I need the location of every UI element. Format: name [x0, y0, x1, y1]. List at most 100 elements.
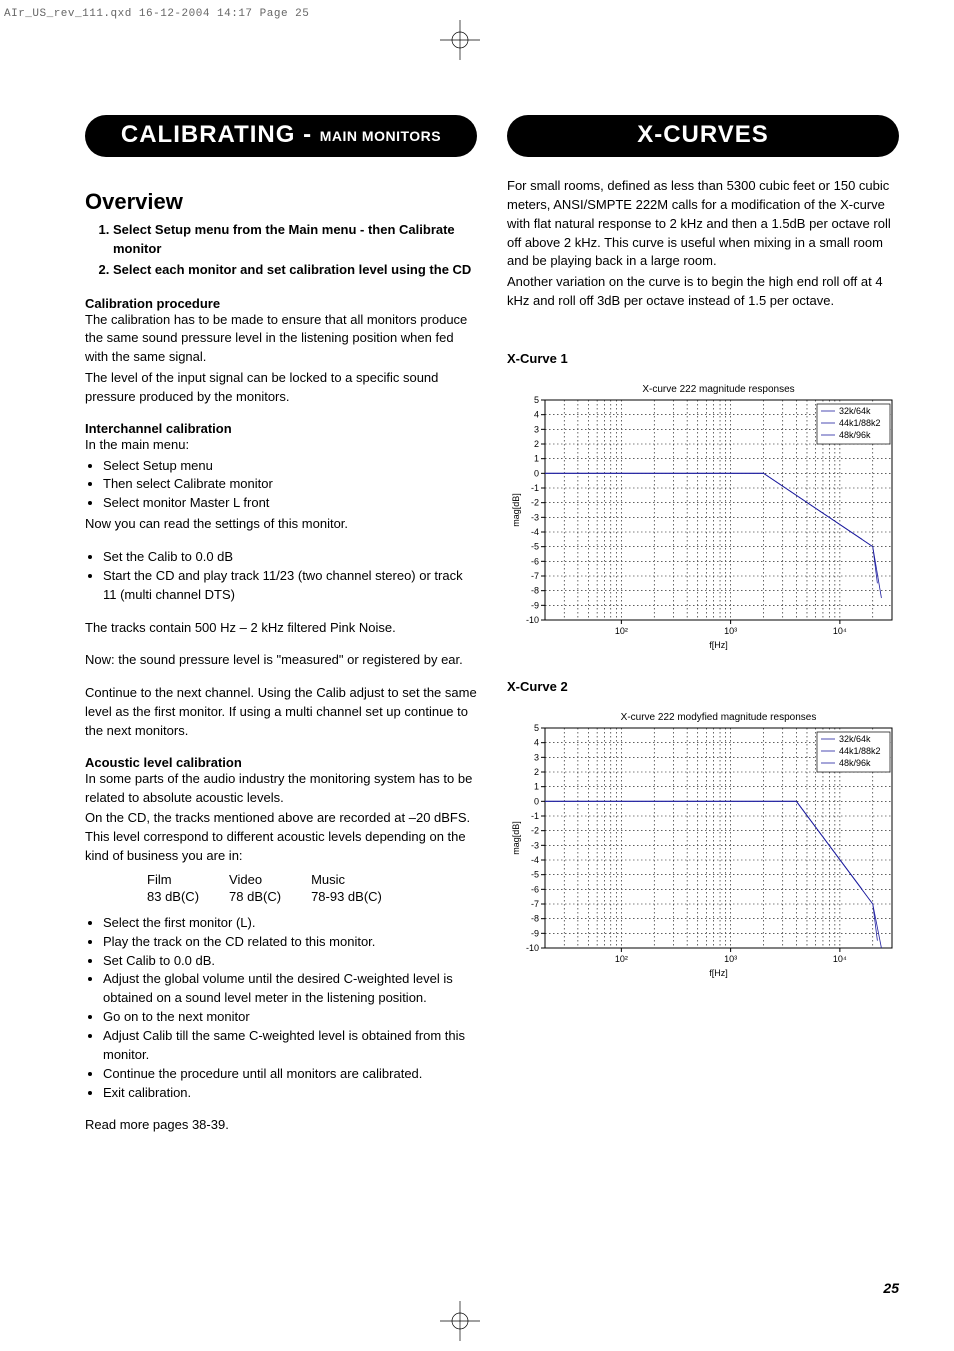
left-column: CALIBRATING - MAIN MONITORS Overview Sel…	[85, 115, 477, 1137]
body-text: Now: the sound pressure level is "measur…	[85, 651, 477, 670]
body-text: The level of the input signal can be loc…	[85, 369, 477, 407]
body-text: In some parts of the audio industry the …	[85, 770, 477, 808]
table-cell: Film	[147, 872, 227, 887]
acoustic-list: Select the first monitor (L). Play the t…	[85, 914, 477, 1102]
svg-text:-6: -6	[531, 884, 539, 894]
list-item: Exit calibration.	[103, 1084, 477, 1103]
svg-text:3: 3	[534, 752, 539, 762]
svg-text:48k/96k: 48k/96k	[839, 430, 871, 440]
table-row: Film Video Music	[147, 872, 410, 887]
list-item: Go on to the next monitor	[103, 1008, 477, 1027]
svg-text:-2: -2	[531, 826, 539, 836]
svg-text:5: 5	[534, 723, 539, 733]
svg-text:10³: 10³	[724, 626, 737, 636]
svg-text:-10: -10	[526, 943, 539, 953]
body-text: For small rooms, defined as less than 53…	[507, 177, 899, 271]
svg-text:-2: -2	[531, 498, 539, 508]
acoustic-head: Acoustic level calibration	[85, 755, 477, 770]
list-item: Adjust Calib till the same C-weighted le…	[103, 1027, 477, 1065]
pill-sub-text: MAIN MONITORS	[320, 128, 441, 144]
svg-text:-8: -8	[531, 586, 539, 596]
body-text: The tracks contain 500 Hz – 2 kHz filter…	[85, 619, 477, 638]
read-more: Read more pages 38-39.	[85, 1116, 477, 1135]
body-text: On the CD, the tracks mentioned above ar…	[85, 809, 477, 866]
page-number: 25	[883, 1280, 899, 1296]
svg-text:3: 3	[534, 424, 539, 434]
svg-text:2: 2	[534, 439, 539, 449]
svg-text:4: 4	[534, 410, 539, 420]
svg-text:-8: -8	[531, 914, 539, 924]
overview-steps: Select Setup menu from the Main menu - t…	[85, 221, 477, 280]
svg-text:5: 5	[534, 395, 539, 405]
chart-2: X-curve 222 modyfied magnitude responses…	[507, 708, 902, 978]
table-cell: 83 dB(C)	[147, 889, 227, 904]
svg-text:mag[dB]: mag[dB]	[511, 493, 521, 527]
chart-2-label: X-Curve 2	[507, 679, 899, 694]
calibration-procedure-head: Calibration procedure	[85, 296, 477, 311]
svg-text:X-curve 222 modyfied magnitude: X-curve 222 modyfied magnitude responses	[621, 712, 817, 723]
right-column: X-CURVES For small rooms, defined as les…	[507, 115, 899, 1137]
interchannel-head: Interchannel calibration	[85, 421, 477, 436]
svg-text:32k/64k: 32k/64k	[839, 406, 871, 416]
chart-1-block: X-Curve 1 X-curve 222 magnitude response…	[507, 351, 899, 655]
pill-main-text: CALIBRATING -	[121, 121, 320, 148]
list-item: Start the CD and play track 11/23 (two c…	[103, 567, 477, 605]
overview-step: Select Setup menu from the Main menu - t…	[113, 221, 477, 259]
svg-text:-4: -4	[531, 855, 539, 865]
table-cell: Video	[229, 872, 309, 887]
interchannel-list-1: Select Setup menu Then select Calibrate …	[85, 457, 477, 514]
overview-title: Overview	[85, 189, 477, 215]
svg-text:0: 0	[534, 796, 539, 806]
page: AIr_US_rev_111.qxd 16-12-2004 14:17 Page…	[0, 0, 954, 1351]
svg-text:-3: -3	[531, 840, 539, 850]
svg-text:10⁴: 10⁴	[833, 954, 847, 964]
svg-text:-7: -7	[531, 571, 539, 581]
chart-2-block: X-Curve 2 X-curve 222 modyfied magnitude…	[507, 679, 899, 983]
svg-text:-7: -7	[531, 899, 539, 909]
svg-text:10³: 10³	[724, 954, 737, 964]
table-cell: 78 dB(C)	[229, 889, 309, 904]
body-text: The calibration has to be made to ensure…	[85, 311, 477, 368]
svg-text:2: 2	[534, 767, 539, 777]
body-text: Now you can read the settings of this mo…	[85, 515, 477, 534]
svg-text:1: 1	[534, 782, 539, 792]
list-item: Select monitor Master L front	[103, 494, 477, 513]
list-item: Set Calib to 0.0 dB.	[103, 952, 477, 971]
chart-1: X-curve 222 magnitude responses-10-9-8-7…	[507, 380, 902, 650]
svg-text:mag[dB]: mag[dB]	[511, 821, 521, 855]
pill-xcurves-text: X-CURVES	[637, 121, 769, 148]
svg-text:32k/64k: 32k/64k	[839, 734, 871, 744]
svg-text:-5: -5	[531, 870, 539, 880]
svg-text:-9: -9	[531, 928, 539, 938]
svg-text:f[Hz]: f[Hz]	[709, 640, 728, 650]
list-item: Select the first monitor (L).	[103, 914, 477, 933]
svg-text:-5: -5	[531, 542, 539, 552]
svg-text:10²: 10²	[615, 954, 628, 964]
svg-text:-10: -10	[526, 615, 539, 625]
list-item: Select Setup menu	[103, 457, 477, 476]
svg-text:-1: -1	[531, 811, 539, 821]
svg-text:-3: -3	[531, 512, 539, 522]
table-cell: Music	[311, 872, 410, 887]
crop-mark-bottom-icon	[440, 1301, 480, 1341]
svg-text:10²: 10²	[615, 626, 628, 636]
list-item: Adjust the global volume until the desir…	[103, 970, 477, 1008]
content-columns: CALIBRATING - MAIN MONITORS Overview Sel…	[85, 115, 899, 1137]
body-text: In the main menu:	[85, 436, 477, 455]
svg-text:44k1/88k2: 44k1/88k2	[839, 418, 881, 428]
body-text: Another variation on the curve is to beg…	[507, 273, 899, 311]
svg-text:44k1/88k2: 44k1/88k2	[839, 746, 881, 756]
svg-text:4: 4	[534, 738, 539, 748]
svg-text:0: 0	[534, 468, 539, 478]
table-cell: 78-93 dB(C)	[311, 889, 410, 904]
svg-text:10⁴: 10⁴	[833, 626, 847, 636]
svg-text:-1: -1	[531, 483, 539, 493]
svg-text:-4: -4	[531, 527, 539, 537]
list-item: Set the Calib to 0.0 dB	[103, 548, 477, 567]
crop-mark-top-icon	[440, 20, 480, 60]
list-item: Continue the procedure until all monitor…	[103, 1065, 477, 1084]
svg-text:f[Hz]: f[Hz]	[709, 968, 728, 978]
svg-text:-9: -9	[531, 600, 539, 610]
right-heading-pill: X-CURVES	[507, 115, 899, 157]
acoustic-level-table: Film Video Music 83 dB(C) 78 dB(C) 78-93…	[145, 870, 412, 906]
